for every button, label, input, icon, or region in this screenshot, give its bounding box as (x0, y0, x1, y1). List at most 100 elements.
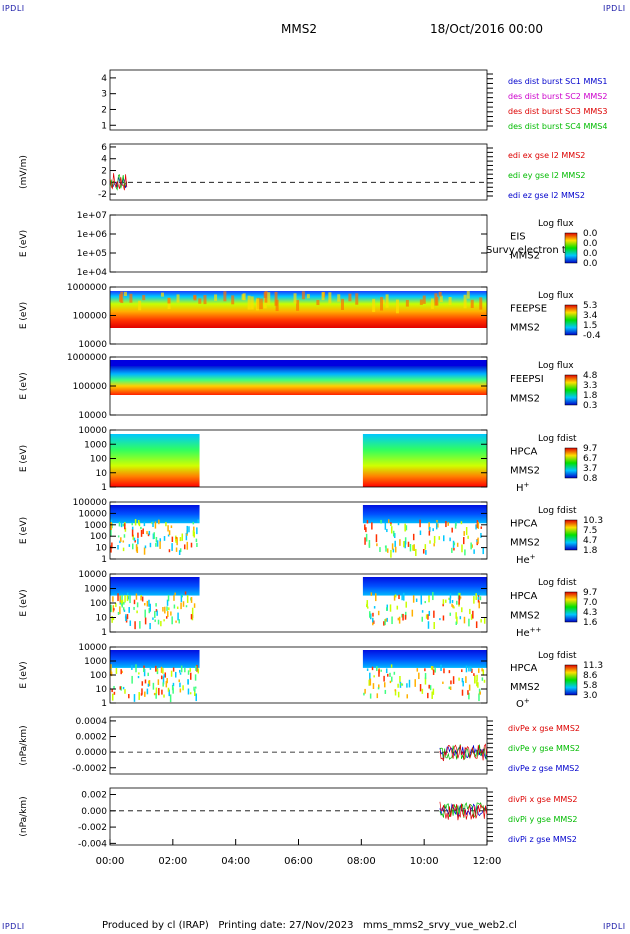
y-tick-label: 10000 (78, 426, 107, 436)
spectrogram-speckle (365, 527, 367, 533)
spectrogram-speckle (422, 295, 426, 304)
colorbar-tick-label: 3.7 (583, 464, 597, 474)
spectrogram-speckle (163, 536, 166, 541)
spectrogram-speckle (110, 545, 112, 553)
spectrogram-speckle (223, 291, 227, 302)
spectrogram-speckle (152, 533, 155, 540)
spectrogram-speckle (148, 530, 151, 536)
spectrogram-speckle (185, 532, 188, 541)
spectrogram-speckle (255, 298, 259, 311)
spectrogram-speckle (383, 621, 385, 626)
colorbar-tick-label: 6.7 (583, 454, 597, 464)
spectrogram-speckle (176, 294, 180, 303)
colorbar-tick-label: 3.0 (583, 691, 598, 701)
spectrogram-speckle (127, 596, 130, 600)
spectrogram-speckle (120, 537, 122, 542)
spectrogram-speckle (427, 692, 429, 699)
spectrogram-speckle (367, 606, 369, 609)
spectrogram-speckle (465, 676, 467, 683)
spectrogram-speckle (110, 525, 112, 529)
spectrogram-speckle (479, 691, 481, 695)
spectrogram-speckle (193, 686, 195, 691)
spectrogram-speckle (383, 675, 385, 682)
spectrogram-speckle (459, 596, 462, 599)
spectrogram-speckle (147, 683, 150, 687)
y-tick-label: 100000 (73, 382, 108, 392)
y-tick-label: 10000 (78, 509, 107, 519)
spectrogram-speckle (112, 596, 114, 602)
spectrogram-speckle (152, 521, 154, 528)
x-tick-label: 00:00 (96, 856, 125, 867)
y-tick-label: 1 (101, 555, 107, 565)
spectrogram-speckle (377, 687, 380, 690)
spectrogram-speckle (451, 527, 453, 533)
spectrogram-speckle (348, 293, 352, 302)
spectrogram-speckle (170, 611, 172, 616)
x-tick-label: 04:00 (221, 856, 250, 867)
spectrogram-speckle (467, 535, 469, 539)
spectrogram-speckle (470, 614, 473, 620)
spectrogram-speckle (399, 539, 401, 546)
spacecraft-label: MMS2 (510, 610, 540, 621)
spectrogram-speckle (113, 691, 116, 695)
spectrogram-speckle (110, 604, 112, 611)
spectrogram-speckle (396, 605, 399, 610)
spectrogram-speckle (435, 522, 438, 530)
spectrogram-speckle (438, 291, 442, 297)
spectrogram-speckle (459, 616, 462, 620)
y-axis-label: E (eV) (19, 517, 29, 544)
spectrogram-speckle (163, 694, 165, 698)
spectrogram-speckle (394, 540, 396, 548)
spectrogram-speckle (166, 599, 169, 606)
spectrogram-speckle (456, 616, 458, 624)
spectrogram-speckle (371, 666, 374, 671)
x-tick-label: 10:00 (410, 856, 439, 867)
spectrogram-speckle (433, 543, 435, 547)
spectrogram-speckle (121, 603, 123, 608)
spectrogram-speckle (159, 538, 162, 542)
colorbar (564, 232, 578, 264)
spectrogram-speckle (412, 595, 415, 603)
spectrogram-speckle (179, 669, 181, 673)
spectrogram-speckle (385, 294, 389, 308)
spectrogram-speckle (453, 542, 456, 546)
spectrogram-speckle (383, 682, 386, 688)
spectrogram-speckle (449, 598, 451, 604)
spectrogram-speckle (428, 684, 430, 689)
spectrogram-speckle (409, 543, 412, 552)
spectrogram-speckle (306, 294, 310, 299)
spectrogram-speckle (259, 298, 263, 310)
y-tick-label: 0.0000 (76, 748, 108, 758)
spectrogram-speckle (111, 693, 114, 701)
spectrogram-speckle (401, 683, 404, 686)
y-tick-label: 1000 (84, 585, 107, 595)
corner-tag-top-left: IPDLI (2, 4, 25, 13)
spectrogram-speckle (385, 607, 388, 611)
spectrogram-speckle (478, 601, 480, 609)
spectrogram-top-band (362, 650, 487, 668)
spectrogram-speckle (147, 672, 149, 677)
spectrogram-speckle (115, 668, 118, 674)
spectrogram-speckle (146, 688, 149, 695)
spectrogram-speckle (407, 541, 410, 547)
x-tick-label: 08:00 (347, 856, 376, 867)
spectrogram-speckle (477, 596, 480, 600)
spectrogram-speckle (373, 675, 375, 678)
spectrogram-speckle (355, 293, 359, 305)
colorbar (564, 304, 578, 336)
spectrogram-speckle (477, 682, 479, 688)
spectrogram-speckle (462, 680, 464, 687)
spectrogram-speckle (397, 683, 399, 688)
spectrogram-speckle (180, 665, 183, 673)
spectrogram-speckle (155, 543, 157, 547)
spectrogram-speckle (463, 294, 467, 309)
y-tick-label: 10 (96, 685, 108, 695)
spectrogram-speckle (476, 520, 479, 529)
colorbar-tick-label: 4.8 (583, 371, 598, 381)
spectrogram-speckle (475, 593, 477, 600)
spectrogram-speckle (155, 687, 158, 694)
y-tick-label: 1e+07 (77, 211, 107, 221)
spectrogram-speckle (141, 688, 143, 695)
spectrogram-speckle (471, 668, 473, 673)
